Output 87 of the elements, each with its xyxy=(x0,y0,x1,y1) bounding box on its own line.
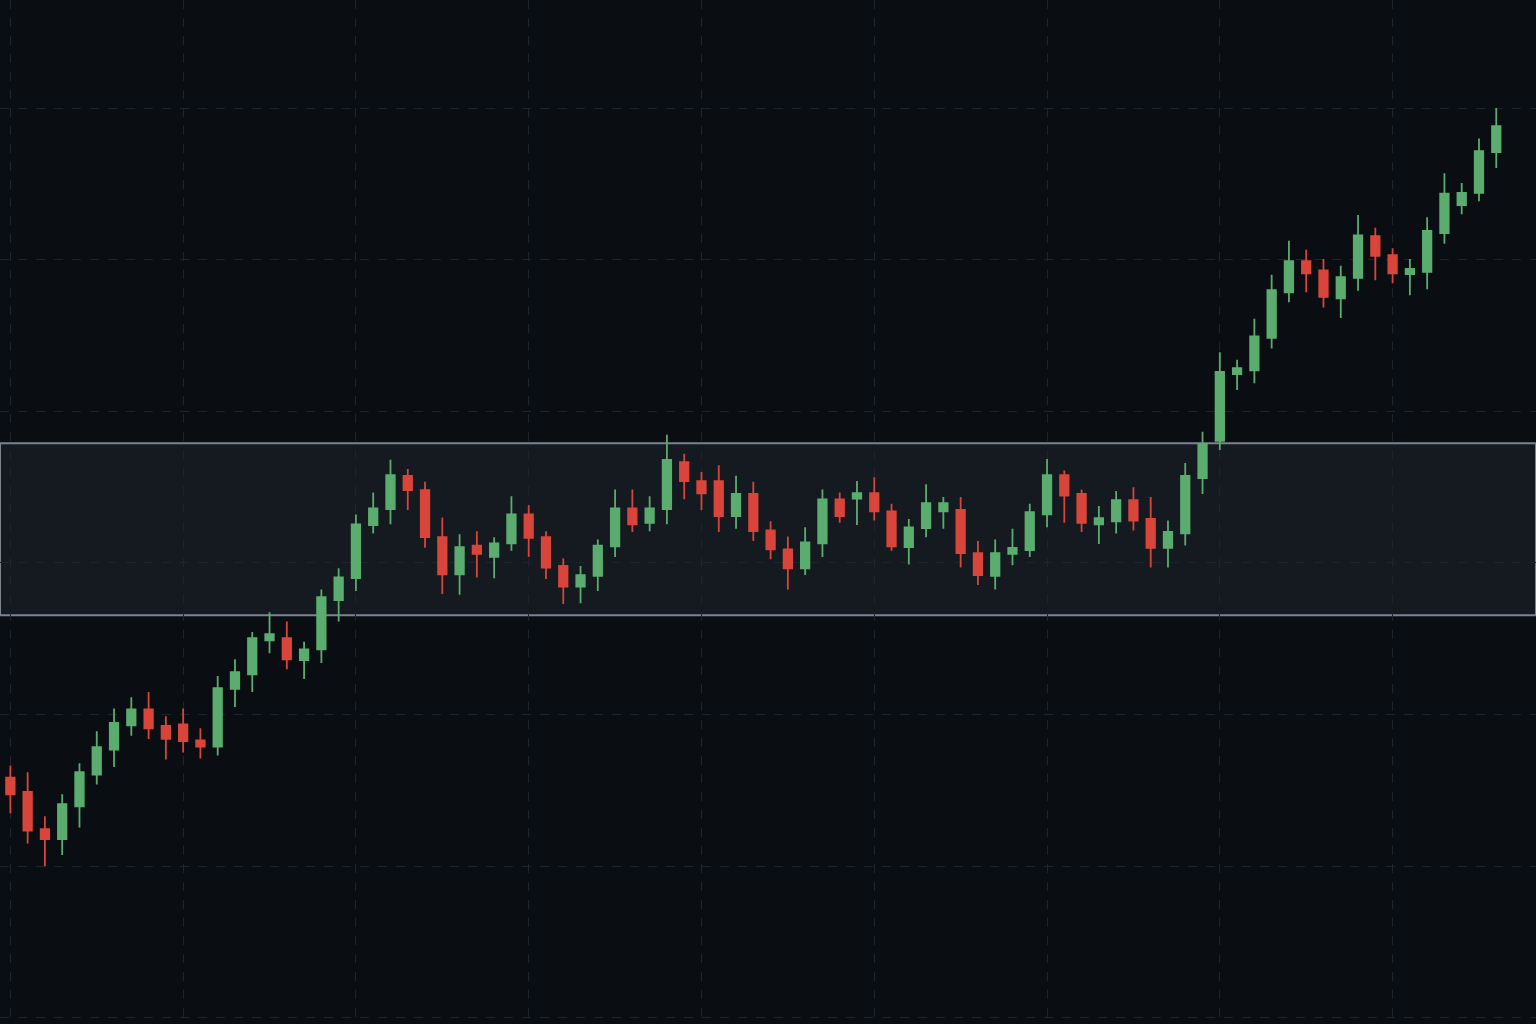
candlestick xyxy=(298,640,310,680)
candlestick xyxy=(1439,172,1450,245)
candlestick xyxy=(1249,317,1260,385)
candlestick xyxy=(1041,458,1053,529)
candlestick xyxy=(74,762,85,829)
candlestick xyxy=(333,567,344,623)
candlestick xyxy=(990,538,1001,591)
candlestick xyxy=(1352,214,1364,292)
candlestick xyxy=(506,495,517,552)
candlestick xyxy=(385,458,396,526)
candlestick xyxy=(91,730,102,786)
candlestick xyxy=(1111,490,1122,535)
candlestick xyxy=(1370,226,1381,282)
candlestick xyxy=(800,526,811,577)
candlestick xyxy=(1231,358,1243,392)
candlestick xyxy=(972,540,984,586)
candlestick xyxy=(489,536,500,580)
candlestick xyxy=(903,518,914,566)
candlestick xyxy=(143,690,154,740)
candlestick xyxy=(1473,137,1485,203)
candlestick xyxy=(229,658,241,708)
candlestick xyxy=(1093,505,1104,545)
candlestick xyxy=(713,464,724,533)
candlestick xyxy=(195,727,206,760)
candlestick xyxy=(316,588,327,664)
candlestick xyxy=(1456,182,1467,216)
candlestick xyxy=(1422,216,1433,291)
candlestick xyxy=(126,696,137,737)
candlestick xyxy=(782,535,793,591)
candlestick xyxy=(817,488,828,558)
candlestick xyxy=(730,474,742,530)
candlestick xyxy=(886,502,897,552)
candlestick xyxy=(661,433,673,526)
candlestick xyxy=(592,538,603,592)
candlestick xyxy=(920,483,932,539)
candlestick xyxy=(1197,430,1208,495)
candlestick xyxy=(454,533,465,596)
candlestick xyxy=(247,631,258,693)
candlestick xyxy=(558,557,569,605)
candlestick xyxy=(1283,239,1295,304)
candlestick xyxy=(644,495,655,533)
candlestick xyxy=(178,707,189,754)
candlestick xyxy=(350,513,362,592)
candlestick xyxy=(1335,264,1346,319)
candlestick xyxy=(1491,107,1502,169)
candlestick xyxy=(1162,519,1174,569)
candlestick xyxy=(1180,462,1191,547)
candlestick xyxy=(679,452,690,501)
candlestick xyxy=(1059,469,1070,524)
candlestick xyxy=(471,530,482,579)
candlestick xyxy=(696,471,707,511)
candlestick xyxy=(1128,486,1139,532)
candlestick xyxy=(1076,488,1087,533)
candlestick xyxy=(1318,258,1329,309)
candlestick xyxy=(281,620,292,671)
candlestick xyxy=(1007,527,1018,567)
candlestick xyxy=(765,520,776,561)
candlestick xyxy=(437,516,448,595)
candlestick xyxy=(748,480,759,542)
candlestick xyxy=(869,476,880,522)
candlestick xyxy=(851,480,863,526)
candlestick xyxy=(1214,351,1225,451)
candlestick xyxy=(955,496,966,569)
candlestick xyxy=(1024,502,1035,558)
candlestick xyxy=(1404,258,1415,297)
candlestick xyxy=(1387,247,1398,285)
candlestick xyxy=(39,815,51,868)
candlestick xyxy=(938,496,949,530)
candlestick xyxy=(540,530,552,580)
candlestick xyxy=(1145,496,1156,569)
candlestick xyxy=(1266,273,1277,350)
candlestick xyxy=(609,488,621,558)
candlestick xyxy=(523,504,534,558)
candlestick xyxy=(402,468,413,511)
candlestick xyxy=(5,764,16,815)
candlestick xyxy=(57,793,68,856)
candlestick xyxy=(108,707,120,768)
candlestick xyxy=(419,480,431,549)
candlestick xyxy=(575,565,586,605)
candlestick xyxy=(834,491,845,524)
candlestick xyxy=(1301,248,1312,294)
candlestick xyxy=(368,491,379,535)
candlestick xyxy=(627,488,638,533)
candlestick xyxy=(264,611,275,655)
candlestick xyxy=(160,715,171,761)
candlestick xyxy=(22,771,33,845)
candlestick xyxy=(212,675,223,757)
